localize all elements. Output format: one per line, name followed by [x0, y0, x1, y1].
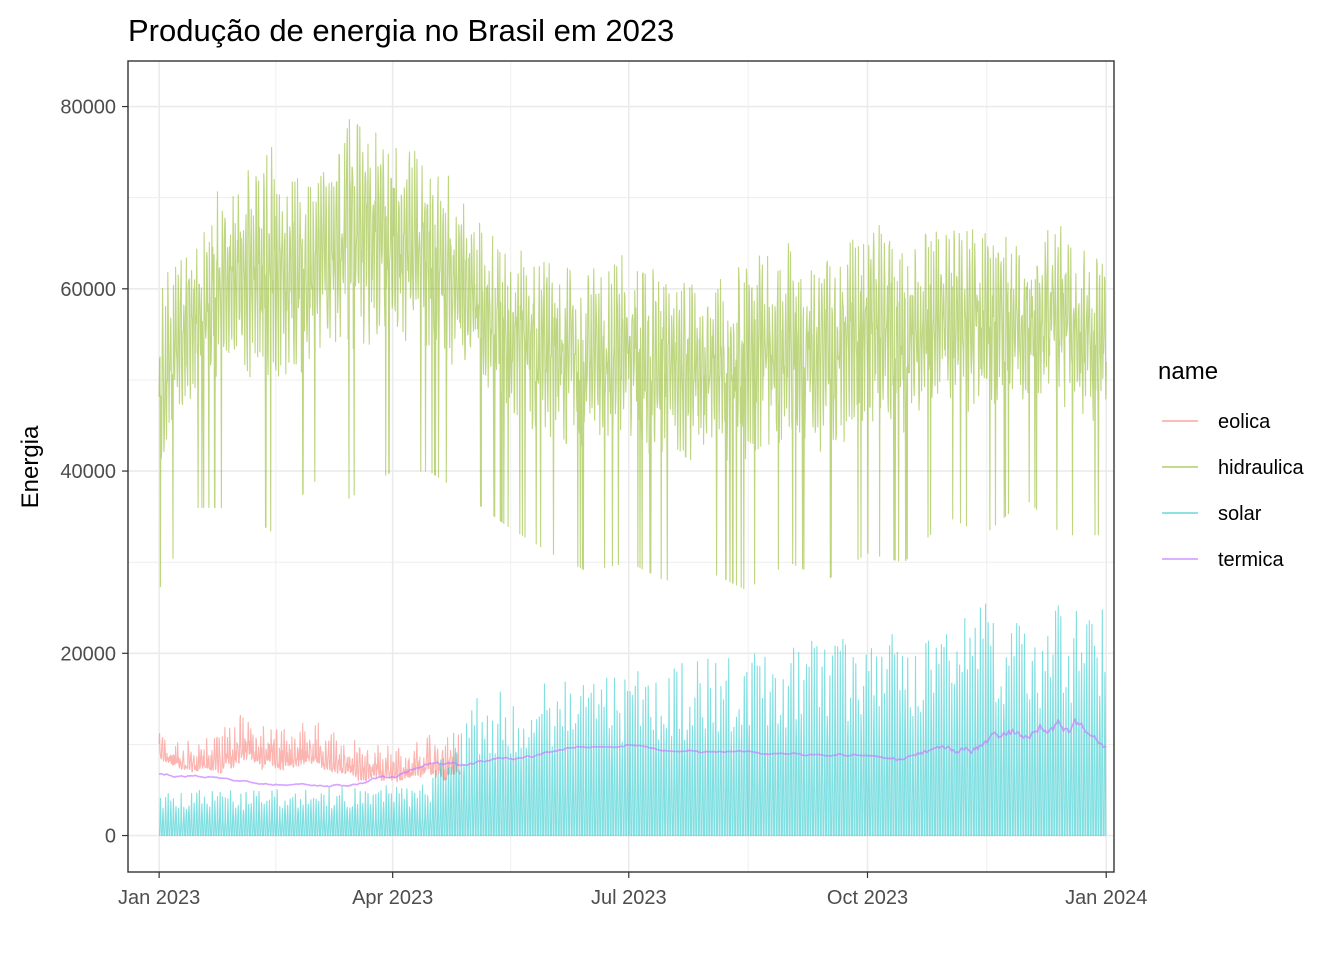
y-tick-label: 60000: [60, 279, 116, 301]
legend-label: termica: [1218, 549, 1284, 571]
legend-item-eolica: eolica: [1158, 404, 1271, 438]
chart-title: Produção de energia no Brasil em 2023: [128, 13, 674, 48]
x-tick-label: Jul 2023: [591, 887, 667, 909]
series-line-eolica: [158, 715, 461, 783]
x-tick-label: Jan 2024: [1065, 887, 1147, 909]
y-axis-title: Energia: [17, 425, 44, 508]
legend-item-termica: termica: [1158, 542, 1284, 576]
axes: 0 20000 40000 60000 80000 Jan 2023 Apr 2023 Jul…: [60, 97, 1147, 909]
legend-label: hidraulica: [1218, 457, 1304, 479]
series-line-hidraulica: [158, 118, 1107, 590]
x-tick-label: Jan 2023: [118, 887, 200, 909]
y-tick-label: 40000: [60, 461, 116, 483]
y-tick-label: 20000: [60, 643, 116, 665]
legend-item-solar: solar: [1158, 496, 1262, 530]
legend-item-hidraulica: hidraulica: [1158, 450, 1304, 484]
series-layer: [158, 118, 1107, 837]
plot-border: [127, 60, 1115, 873]
y-tick-label: 0: [105, 826, 116, 848]
legend-label: eolica: [1218, 411, 1271, 433]
x-tick-label: Oct 2023: [827, 887, 908, 909]
legend-title: name: [1158, 358, 1218, 385]
legend: name eolica hidraulica solar termica: [1158, 358, 1304, 576]
x-tick-label: Apr 2023: [352, 887, 433, 909]
legend-label: solar: [1218, 503, 1262, 525]
y-tick-label: 80000: [60, 97, 116, 119]
series-line-solar: [159, 603, 1107, 837]
series-line-termica: [158, 718, 1107, 788]
